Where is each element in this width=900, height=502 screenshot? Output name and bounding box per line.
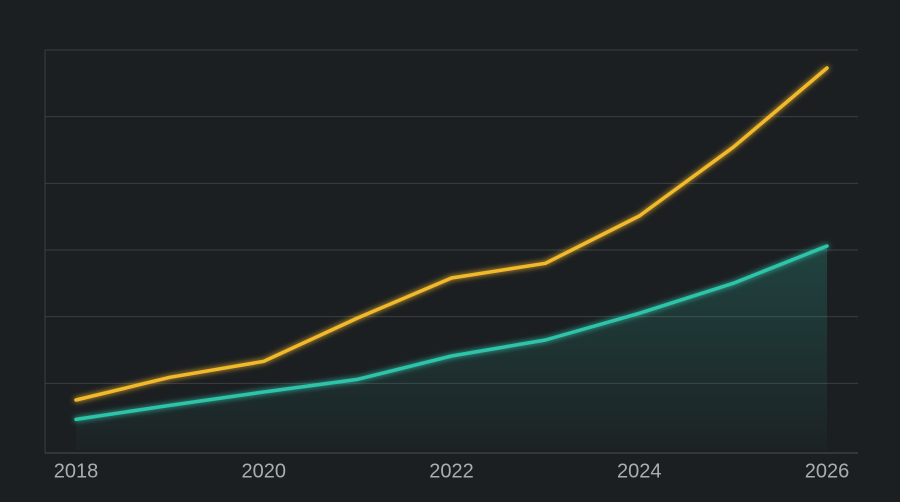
line [74, 66, 829, 402]
x-tick-label: 2018 [54, 460, 99, 482]
line [74, 244, 829, 422]
x-tick-label: 2020 [241, 460, 286, 482]
x-tick-label: 2026 [805, 460, 850, 482]
x-tick-label: 2022 [429, 460, 474, 482]
x-tick-label: 2024 [617, 460, 662, 482]
area [75, 246, 828, 450]
